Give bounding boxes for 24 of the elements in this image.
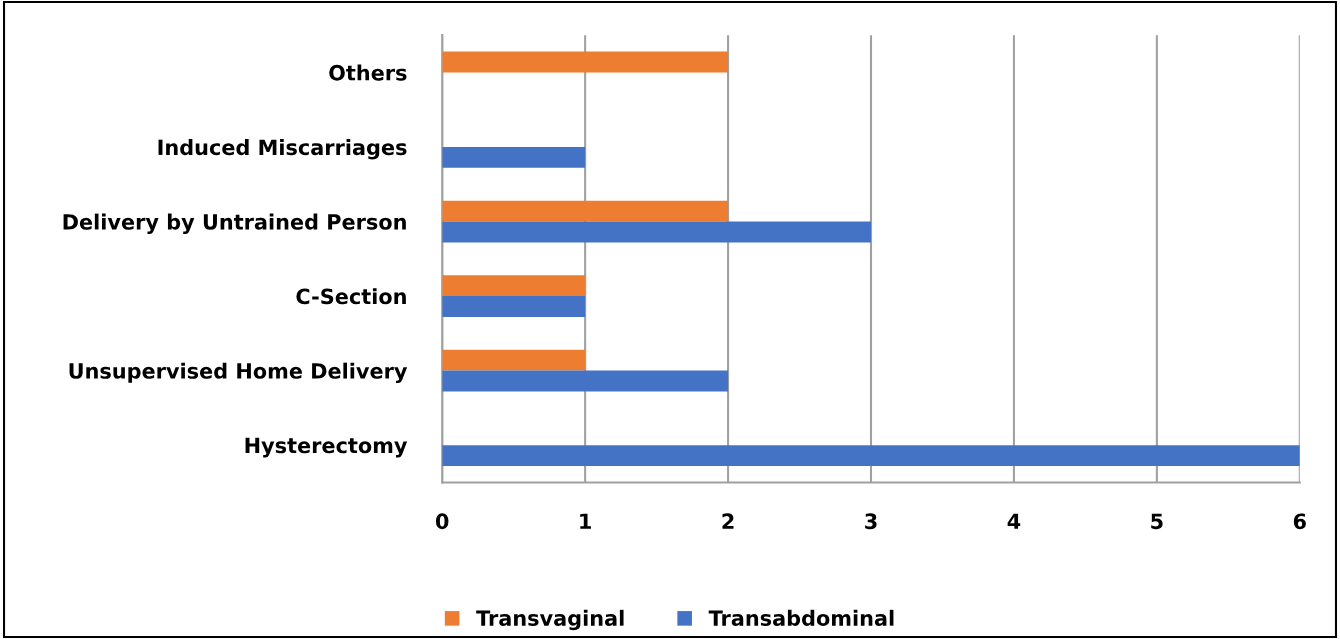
bar [442, 370, 729, 392]
bar [442, 200, 729, 222]
x-tick-label: 4 [1007, 513, 1021, 529]
y-tick-label: Unsupervised Home Delivery [69, 362, 408, 384]
x-tick-label: 6 [1293, 513, 1306, 530]
legend-label: Transvaginal [476, 609, 624, 631]
x-tick-label: 0 [435, 513, 449, 530]
y-tick-label: Others [329, 64, 407, 81]
y-tick-label: Hysterectomy [245, 437, 408, 458]
bar [442, 445, 1300, 467]
y-tick-label: Delivery by Untrained Person [63, 213, 406, 234]
x-tick-label: 3 [865, 513, 877, 530]
bar [442, 51, 729, 73]
bar [442, 221, 871, 243]
x-tick-label: 2 [722, 513, 734, 529]
bar [442, 275, 586, 297]
bar [442, 146, 586, 168]
y-tick-label: C-Section [296, 288, 406, 305]
bar [442, 296, 586, 317]
y-tick-label: Induced Miscarriages [158, 139, 407, 160]
x-tick-label: 5 [1151, 513, 1163, 530]
bar [442, 349, 586, 371]
legend-label: Transabdominal [708, 609, 894, 626]
x-tick-label: 1 [580, 513, 591, 529]
